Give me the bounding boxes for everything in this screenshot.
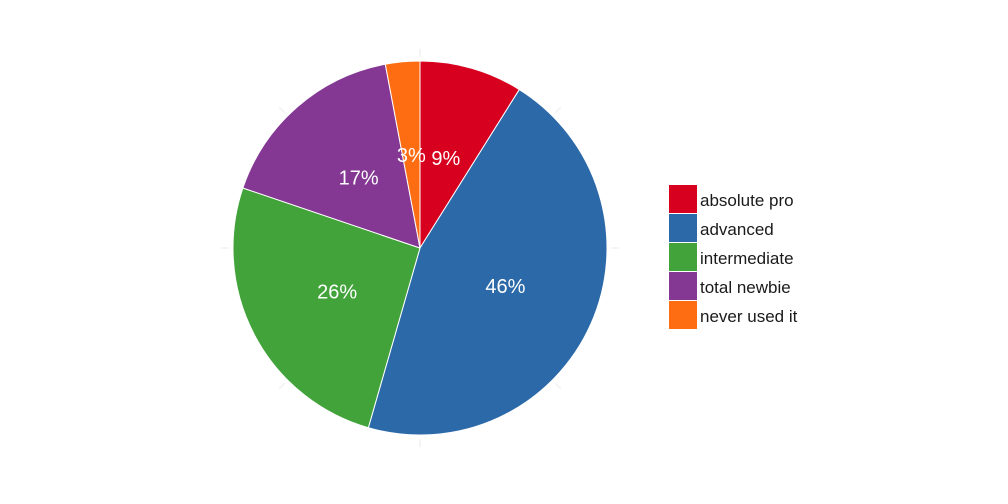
grid-tick <box>554 382 562 390</box>
grid-tick <box>278 106 286 114</box>
legend-label: total newbie <box>700 278 791 297</box>
pie-slice-total-newbie <box>242 63 421 249</box>
pie-slice-never-used-it <box>384 60 421 249</box>
polar-grid <box>221 49 619 447</box>
legend-key <box>669 185 697 213</box>
slice-labels: 9% 46% 26% 17% 3% <box>317 145 525 303</box>
legend-label: never used it <box>700 307 798 326</box>
grid-tick <box>278 382 286 390</box>
legend-key <box>669 243 697 271</box>
slice-value-label: 9% <box>431 148 460 170</box>
legend-key <box>669 272 697 300</box>
legend-label: absolute pro <box>700 191 794 210</box>
slice-value-label: 26% <box>317 281 357 303</box>
pie-slice-advanced <box>367 88 608 436</box>
legend-key <box>669 301 697 329</box>
legend-label: intermediate <box>700 249 794 268</box>
legend-label: advanced <box>700 220 774 239</box>
pie-slice-absolute-pro <box>419 60 521 250</box>
legend: absolute pro advanced intermediate total ne… <box>669 185 798 329</box>
pie-slices <box>232 60 608 436</box>
legend-key <box>669 214 697 242</box>
slice-value-label: 46% <box>485 276 525 298</box>
slice-value-label: 3% <box>397 145 426 167</box>
grid-tick <box>554 106 562 114</box>
pie-slice-intermediate <box>232 187 421 429</box>
slice-value-label: 17% <box>339 167 379 189</box>
